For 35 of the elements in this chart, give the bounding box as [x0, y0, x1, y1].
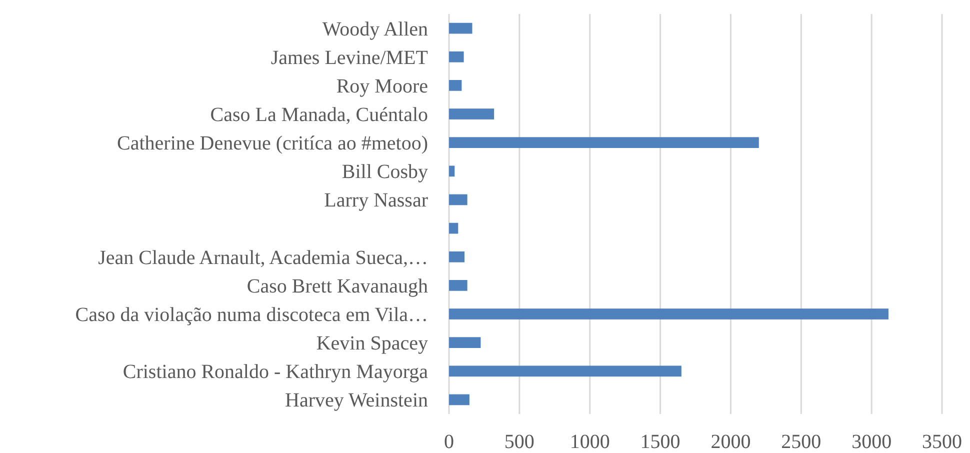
bar	[449, 366, 682, 377]
y-tick-label: Harvey Weinstein	[285, 390, 428, 412]
bar	[449, 51, 464, 62]
bar	[449, 108, 494, 120]
bar	[449, 280, 468, 291]
bar	[449, 22, 472, 34]
x-tick-label: 3500	[922, 431, 962, 453]
bar	[449, 222, 458, 234]
bar	[449, 308, 888, 320]
y-tick-label: James Levine/MET	[270, 46, 428, 69]
y-tick-label: Bill Cosby	[342, 161, 428, 184]
x-tick-label: 0	[444, 431, 454, 453]
bar	[449, 194, 468, 206]
y-tick-label: Caso La Manada, Cuéntalo	[210, 104, 428, 126]
x-tick-label: 2500	[781, 431, 822, 453]
bar	[449, 251, 464, 262]
bar	[449, 337, 481, 348]
x-tick-label: 2000	[710, 431, 751, 453]
y-tick-label: Kevin Spacey	[316, 332, 428, 355]
bar	[449, 394, 470, 406]
y-tick-label: Catherine Denevue (critíca ao #metoo)	[117, 132, 428, 155]
y-tick-label: Jean Claude Arnault, Academia Sueca,…	[98, 246, 428, 269]
x-tick-label: 1000	[570, 431, 610, 453]
y-tick-label: Caso da violação numa discoteca em Vila…	[75, 304, 428, 326]
bar	[449, 80, 462, 91]
y-tick-label: Woody Allen	[322, 18, 428, 40]
x-tick-label: 3000	[852, 431, 892, 453]
y-tick-label: Cristiano Ronaldo - Kathryn Mayorga	[122, 361, 428, 384]
y-tick-label: Caso Brett Kavanaugh	[246, 275, 428, 298]
x-tick-label: 500	[504, 431, 534, 453]
x-tick-label: 1500	[640, 431, 680, 453]
y-tick-label: Larry Nassar	[324, 190, 428, 212]
y-tick-label: Roy Moore	[336, 75, 428, 98]
bar	[449, 137, 759, 148]
bar	[449, 166, 455, 177]
